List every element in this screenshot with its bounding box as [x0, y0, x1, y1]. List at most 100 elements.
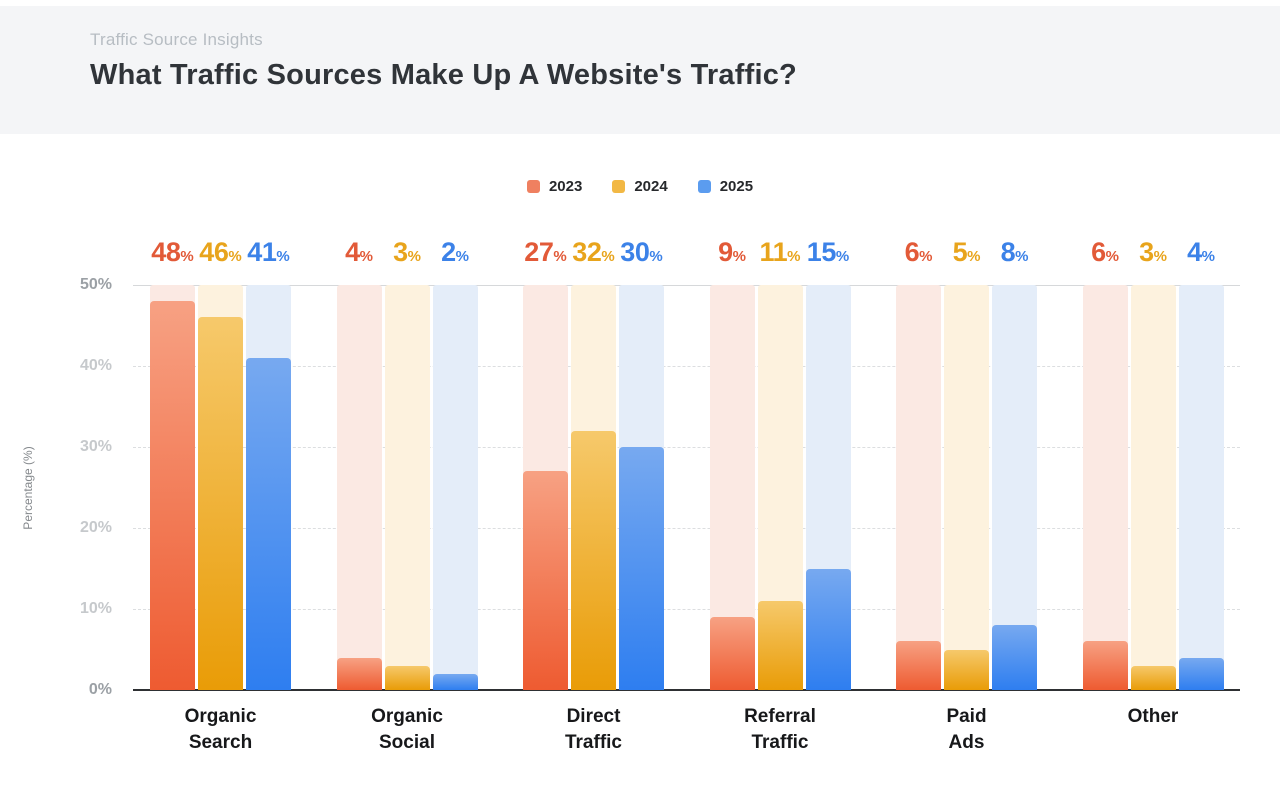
- bar-group-0: 48% 46% 41%: [150, 239, 291, 690]
- bar-2024: [571, 430, 616, 690]
- column-2024: 11%: [757, 239, 803, 690]
- column-band: [1178, 285, 1224, 690]
- column-2024: 46%: [198, 239, 243, 690]
- y-tick-0: 0%: [88, 681, 112, 698]
- column-2024: 32%: [571, 239, 616, 690]
- value-label: 32%: [572, 237, 615, 267]
- bar-2023: [896, 641, 941, 690]
- bar-group-3: 9% 11% 15%: [709, 239, 851, 690]
- value-label: 3%: [1139, 237, 1167, 267]
- page: Traffic Source Insights What Traffic Sou…: [0, 6, 1280, 785]
- value-label: 3%: [393, 237, 421, 267]
- column-2025: 41%: [246, 239, 291, 690]
- gridline-10: [133, 609, 1240, 610]
- bar-2024: [384, 665, 430, 690]
- value-label: 6%: [1091, 237, 1119, 267]
- bar-2025: [432, 673, 478, 690]
- y-tick-30: 30%: [79, 438, 112, 455]
- column-2023: 48%: [150, 239, 195, 690]
- column-2023: 4%: [336, 239, 382, 690]
- bar-2023: [150, 301, 195, 690]
- bar-2025: [246, 357, 291, 690]
- legend-label: 2024: [634, 177, 668, 195]
- bar-group-5: 6% 3% 4%: [1082, 239, 1224, 690]
- bar-2023: [709, 617, 755, 690]
- bar-2024: [198, 317, 243, 690]
- column-2024: 3%: [1130, 239, 1176, 690]
- column-2025: 2%: [432, 239, 478, 690]
- gridline-40: [133, 366, 1240, 367]
- legend-label: 2023: [548, 177, 583, 195]
- bar-group-2: 27% 32% 30%: [523, 239, 664, 690]
- column-2024: 3%: [384, 239, 430, 690]
- gridline-30: [133, 447, 1240, 448]
- category-label-1: Organic Social: [371, 706, 443, 753]
- header: Traffic Source Insights What Traffic Sou…: [0, 6, 1280, 134]
- column-2025: 8%: [992, 239, 1037, 690]
- value-label: 2%: [441, 237, 469, 267]
- value-label: 46%: [199, 237, 242, 267]
- value-label: 15%: [806, 237, 850, 267]
- column-band: [432, 285, 478, 690]
- y-tick-40: 40%: [79, 357, 112, 374]
- bar-2024: [944, 649, 989, 690]
- value-label: 6%: [904, 237, 933, 267]
- y-tick-50: 50%: [79, 276, 112, 293]
- value-label: 30%: [620, 237, 663, 267]
- column-band: [944, 285, 989, 690]
- bar-2025: [619, 447, 664, 690]
- value-label: 8%: [1000, 237, 1029, 267]
- y-tick-20: 20%: [79, 519, 112, 536]
- bar-2025: [1178, 657, 1224, 690]
- column-band: [1082, 285, 1128, 690]
- category-label-5: Other: [1127, 706, 1179, 727]
- bar-2023: [336, 657, 382, 690]
- legend-item-2023: 2023: [526, 177, 583, 195]
- bar-2024: [757, 600, 803, 690]
- value-label: 4%: [345, 237, 373, 267]
- category-label-3: Referral Traffic: [744, 706, 816, 753]
- column-band: [1130, 285, 1176, 690]
- column-2025: 4%: [1178, 239, 1224, 690]
- chart-eyebrow: Traffic Source Insights: [90, 30, 263, 49]
- legend-swatch-2025: [697, 179, 711, 193]
- value-label: 11%: [759, 237, 801, 267]
- gridline-50: [133, 285, 1240, 286]
- bar-2025: [805, 568, 851, 690]
- category-label-0: Organic Search: [184, 706, 257, 753]
- value-label: 9%: [718, 237, 746, 267]
- value-label: 41%: [247, 237, 290, 267]
- legend-swatch-2024: [612, 179, 626, 193]
- column-band: [992, 285, 1037, 690]
- x-axis-line: [133, 689, 1240, 691]
- legend-item-2024: 2024: [612, 177, 668, 195]
- column-2023: 6%: [896, 239, 941, 690]
- bar-2023: [523, 471, 568, 690]
- category-label-2: Direct Traffic: [564, 706, 623, 753]
- value-label: 4%: [1187, 237, 1215, 267]
- column-2023: 6%: [1082, 239, 1128, 690]
- column-band: [336, 285, 382, 690]
- page-title: What Traffic Sources Make Up A Website's…: [90, 59, 797, 91]
- chart-plot-area: Percentage (%) 50% 40% 30% 20% 10% 0% 48% 46% 41…: [0, 239, 1280, 698]
- value-label: 27%: [524, 237, 567, 267]
- y-tick-10: 10%: [79, 600, 112, 617]
- bar-group-1: 4% 3% 2%: [336, 239, 478, 690]
- legend-label: 2025: [719, 177, 754, 195]
- column-2025: 30%: [619, 239, 664, 690]
- column-band: [384, 285, 430, 690]
- legend-swatch-2023: [526, 179, 540, 193]
- x-axis-labels: Organic Search Organic Social Direct Traffic R…: [0, 690, 1280, 765]
- bar-2024: [1130, 665, 1176, 690]
- column-2023: 9%: [709, 239, 755, 690]
- gridline-20: [133, 528, 1240, 529]
- bar-2025: [992, 625, 1037, 690]
- chart-legend: 2023 2024 2025: [0, 176, 1280, 196]
- column-2024: 5%: [944, 239, 989, 690]
- column-band: [896, 285, 941, 690]
- category-label-4: Paid Ads: [946, 706, 987, 753]
- y-axis-title: Percentage (%): [21, 445, 35, 530]
- column-2025: 15%: [805, 239, 851, 690]
- legend-item-2025: 2025: [697, 177, 754, 195]
- value-label: 48%: [151, 237, 194, 267]
